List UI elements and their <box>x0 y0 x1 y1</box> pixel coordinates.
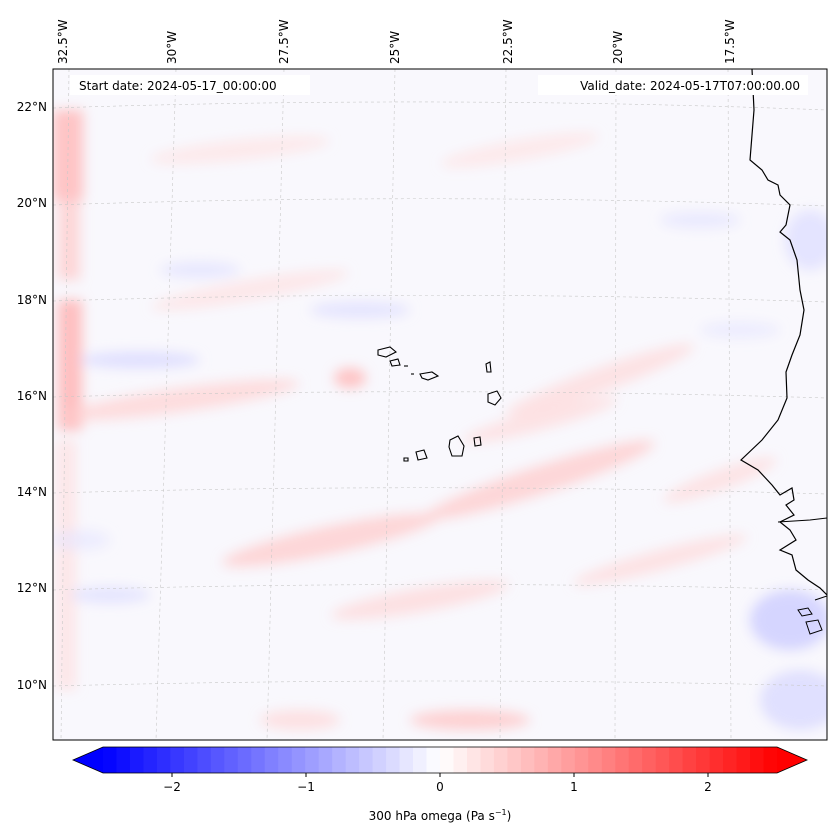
cape-verde-islands <box>377 346 502 462</box>
colorbar-segment <box>466 747 482 773</box>
colorbar-min-extend <box>73 747 103 773</box>
colorbar-segment <box>170 747 185 773</box>
colorbar-segment <box>709 747 724 773</box>
lat-label: 18°N <box>17 293 47 307</box>
start-date-box <box>70 75 310 95</box>
colorbar-segment <box>359 747 374 773</box>
gambia-inlet <box>777 517 827 523</box>
colorbar-segment <box>736 747 751 773</box>
colorbar-segment <box>696 747 711 773</box>
colorbar-segment <box>345 747 360 773</box>
colorbar-segment <box>318 747 333 773</box>
lon-label: 17.5°W <box>723 19 737 64</box>
coast-islands <box>797 595 827 635</box>
lat-label: 10°N <box>17 678 47 692</box>
longitude-labels: 32.5°W 30°W 27.5°W 25°W 22.5°W 20°W 17.5… <box>56 19 737 64</box>
colorbar-segment <box>669 747 684 773</box>
colorbar-segment <box>386 747 401 773</box>
lat-label: 12°N <box>17 581 47 595</box>
colorbar-segment <box>682 747 697 773</box>
colorbar-segment <box>440 747 455 773</box>
colorbar-segment <box>588 747 603 773</box>
colorbar-outline <box>71 746 809 774</box>
lon-label: 22.5°W <box>501 19 515 64</box>
omega-field <box>53 69 827 740</box>
colorbar-segment <box>264 747 279 773</box>
latitude-labels: 22°N 20°N 18°N 16°N 14°N 12°N 10°N <box>17 100 47 692</box>
colorbar-tick-label: 0 <box>436 780 444 794</box>
colorbar-segment <box>197 747 212 773</box>
start-date-label: Start date: 2024-05-17_00:00:00 <box>79 79 277 93</box>
colorbar-tick-label: −2 <box>163 780 181 794</box>
colorbar-segment <box>116 747 131 773</box>
colorbar-segment <box>305 747 320 773</box>
graticule <box>53 69 827 740</box>
colorbar-segment <box>763 747 778 773</box>
colorbar-segment <box>426 747 441 773</box>
colorbar-segment <box>251 747 266 773</box>
colorbar-label: 300 hPa omega (Pa s−1) <box>369 808 512 823</box>
colorbar-segment <box>103 747 118 773</box>
colorbar-segment <box>723 747 738 773</box>
colorbar-segment <box>224 747 239 773</box>
lon-label: 27.5°W <box>277 19 291 64</box>
map-panel: Start date: 2024-05-17_00:00:00 Valid_da… <box>17 19 828 741</box>
colorbar-segment <box>399 747 414 773</box>
valid-date-label: Valid_date: 2024-05-17T07:00:00.00 <box>580 79 800 93</box>
colorbar-segment <box>372 747 387 773</box>
lat-label: 16°N <box>17 389 47 403</box>
colorbar-segment <box>547 747 562 773</box>
colorbar-segment <box>655 747 670 773</box>
lon-label: 32.5°W <box>56 19 70 64</box>
colorbar-segment <box>615 747 630 773</box>
colorbar-segment <box>210 747 225 773</box>
colorbar-segment <box>628 747 643 773</box>
colorbar-segment <box>520 747 535 773</box>
colorbar-tick-label: 1 <box>570 780 578 794</box>
colorbar-segment <box>156 747 171 773</box>
colorbar-segment <box>129 747 145 773</box>
lat-label: 20°N <box>17 196 47 210</box>
colorbar-segment <box>574 747 589 773</box>
colorbar-segment <box>237 747 252 773</box>
colorbar-segment <box>413 747 428 773</box>
colorbar-segment <box>183 747 198 773</box>
lon-label: 25°W <box>388 31 402 64</box>
colorbar-segment <box>534 747 549 773</box>
lon-label: 20°W <box>611 31 625 64</box>
colorbar-segment <box>561 747 576 773</box>
lat-label: 22°N <box>17 100 47 114</box>
colorbar-tick-label: 2 <box>704 780 712 794</box>
valid-date-box <box>538 75 808 95</box>
colorbar-segment <box>750 747 765 773</box>
lat-label: 14°N <box>17 485 47 499</box>
colorbar-segment <box>278 747 293 773</box>
colorbar-segment <box>601 747 616 773</box>
lon-label: 30°W <box>165 31 179 64</box>
colorbar-max-extend <box>777 747 807 773</box>
colorbar-segment <box>642 747 657 773</box>
colorbar-segment <box>291 747 306 773</box>
colorbar-segment <box>453 747 468 773</box>
colorbar-segment <box>332 747 347 773</box>
colorbar-tick-label: −1 <box>297 780 315 794</box>
colorbar-segments <box>103 747 778 773</box>
map-frame <box>52 68 828 741</box>
colorbar-segment <box>493 747 508 773</box>
colorbar-ticks <box>171 773 709 777</box>
colorbar-segment <box>143 747 158 773</box>
colorbar: −2 −1 0 1 2 300 hPa omega (Pa s−1) <box>71 746 809 823</box>
colorbar-segment <box>507 747 522 773</box>
africa-coastline <box>740 69 827 596</box>
colorbar-segment <box>480 747 495 773</box>
